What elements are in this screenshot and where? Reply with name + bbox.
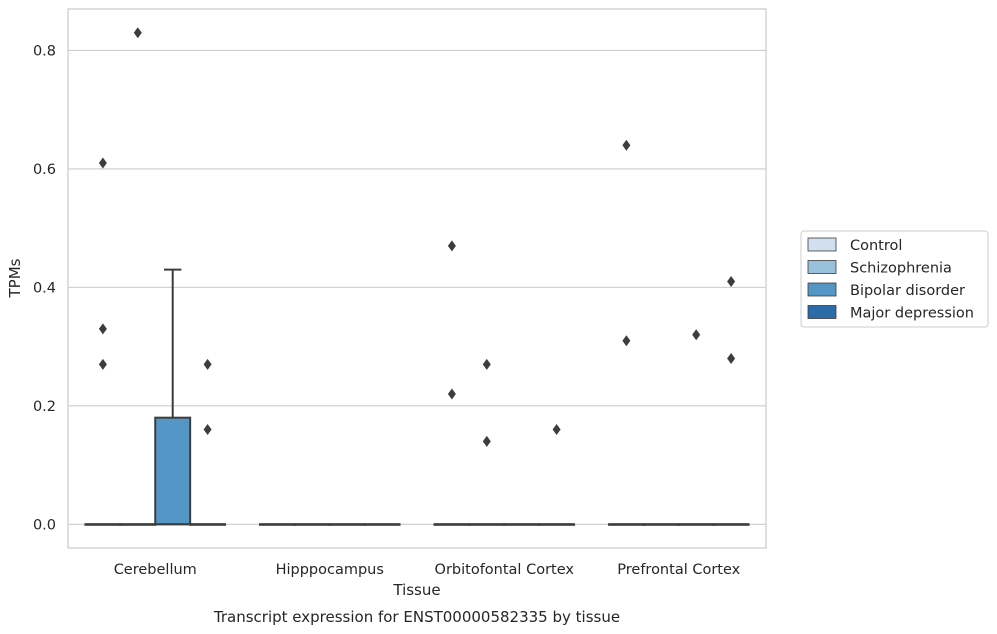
box-major-depression [189,358,227,526]
box-bipolar-disorder [154,268,192,526]
box-major-depression [363,523,401,526]
box-bipolar-disorder [328,523,366,526]
y-tick-label: 0.2 [33,399,56,415]
outlier-point [447,388,456,400]
y-tick-label: 0.6 [33,162,56,178]
box-control [433,240,471,526]
outlier-point [98,157,107,169]
y-tick-labels: 0.0 0.2 0.4 0.6 0.8 [33,43,56,533]
box-major-depression [712,275,750,526]
outlier-point [552,424,561,436]
x-tick-labels: Cerebellum Hipppocampus Orbitofontal Corte… [114,562,741,578]
outlier-point [133,27,142,39]
box-body [154,416,192,526]
legend-swatch [807,237,837,252]
outlier-point [622,335,631,347]
x-tick-label: Cerebellum [114,562,197,578]
outlier-point [203,358,212,370]
outlier-point [727,275,736,287]
outlier-point [482,358,491,370]
y-tick-label: 0.0 [33,517,56,533]
outlier-point [622,139,631,151]
box-schizophrenia [642,523,680,526]
outlier-point [447,240,456,252]
x-tick-label: Orbitofontal Cortex [435,562,575,578]
legend-frame [800,230,989,328]
box-control [258,523,296,526]
legend-label: Control [850,238,902,254]
outlier-point [98,323,107,335]
box-control [607,139,645,526]
outlier-point [482,435,491,447]
y-axis-label: TPMs [6,258,24,298]
box-bipolar-disorder [503,523,541,526]
x-axis-label: Tissue [392,581,440,599]
legend-label: Bipolar disorder [850,283,965,299]
legend-swatch [807,260,837,274]
x-tick-label: Hipppocampus [276,562,384,578]
legend-swatch [807,282,837,297]
outlier-point [692,329,701,341]
chart-caption: Transcript expression for ENST0000058233… [213,608,620,626]
legend-label: Major depression [850,306,974,322]
legend: Control Schizophrenia Bipolar disorder Majo… [800,230,989,328]
y-tick-label: 0.4 [33,280,56,296]
box-schizophrenia [293,523,331,526]
x-tick-label: Prefrontal Cortex [617,562,740,578]
box-groups [84,27,750,526]
y-tick-label: 0.8 [33,43,56,59]
legend-swatch [807,305,837,319]
box-major-depression [538,424,576,526]
outlier-point [727,352,736,364]
outlier-point [98,358,107,370]
outlier-point [203,424,212,436]
legend-label: Schizophrenia [850,261,952,277]
